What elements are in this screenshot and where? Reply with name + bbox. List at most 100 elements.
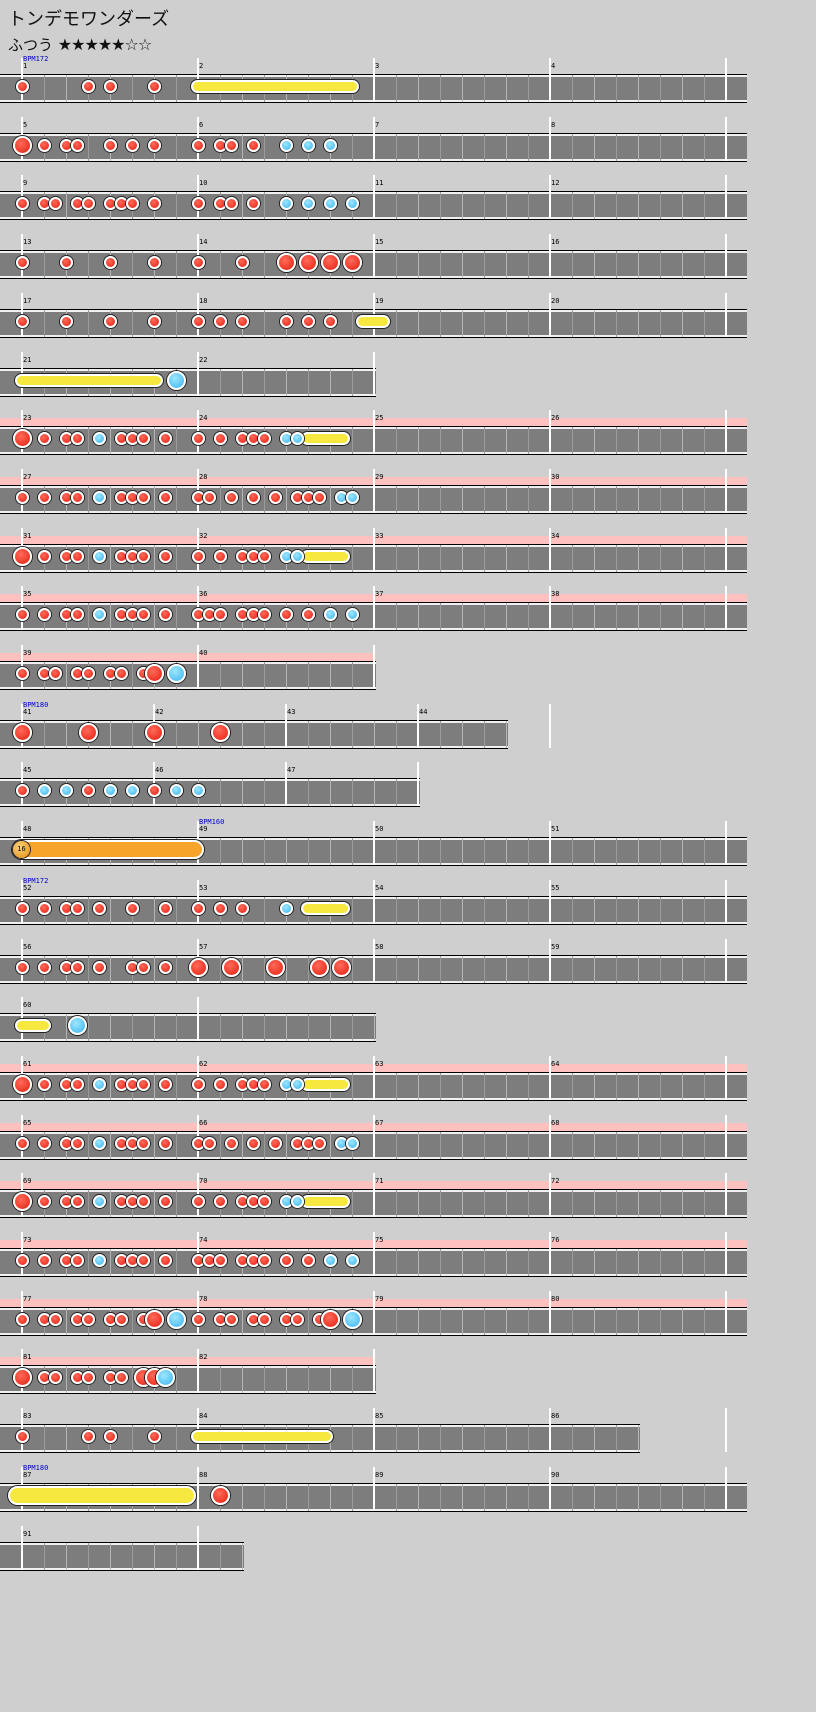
measure-number: 41	[23, 707, 32, 716]
beat-line	[484, 133, 485, 161]
beat-line	[88, 251, 89, 279]
beat-line	[396, 603, 397, 631]
beat-line	[418, 1190, 419, 1218]
beat-line	[682, 75, 683, 102]
beat-line	[440, 133, 441, 161]
beat-line	[682, 544, 683, 572]
don-note	[224, 490, 238, 504]
measure-number: 29	[375, 472, 384, 481]
measure-number: 14	[199, 238, 208, 247]
beat-line	[176, 1014, 177, 1042]
beat-line	[572, 427, 573, 455]
don-note	[213, 1077, 227, 1091]
drumroll-note	[191, 1430, 333, 1444]
beat-line	[66, 192, 67, 220]
beat-line	[88, 1014, 89, 1042]
beat-line	[264, 1483, 265, 1511]
beat-line	[176, 1190, 177, 1218]
ka-note	[301, 138, 315, 152]
score-row: 1 2 3 4 BPM172	[0, 55, 747, 116]
beat-line	[352, 544, 353, 572]
beat-line	[308, 1307, 309, 1335]
note-lane	[0, 720, 508, 748]
beat-line	[396, 485, 397, 513]
don-note	[92, 960, 106, 974]
beat-line	[264, 1014, 265, 1042]
beat-line	[616, 603, 617, 631]
beat-line	[132, 662, 133, 689]
beat-line	[396, 1483, 397, 1511]
beat-line	[220, 251, 221, 279]
beat-line	[704, 133, 705, 161]
bar-line	[725, 1408, 727, 1453]
beat-line	[660, 133, 661, 161]
don-note	[15, 256, 29, 270]
beat-line	[286, 1366, 287, 1394]
beat-line	[176, 955, 177, 983]
drumroll-note	[301, 549, 351, 563]
don-note	[59, 314, 73, 328]
beat-line	[66, 75, 67, 102]
beat-line	[418, 1072, 419, 1100]
beat-line	[616, 1072, 617, 1100]
don-note	[235, 256, 249, 270]
beat-line	[682, 603, 683, 631]
beat-line	[572, 192, 573, 220]
score-row: 23 24 25 26	[0, 410, 747, 468]
measure-number: 19	[375, 296, 384, 305]
don-note	[158, 432, 172, 446]
beat-line	[440, 427, 441, 455]
bar-line	[725, 116, 727, 161]
big-ka-note	[166, 370, 186, 390]
beat-line	[242, 192, 243, 220]
ka-note	[59, 784, 73, 798]
beat-line	[528, 603, 529, 631]
bar-line	[549, 821, 551, 866]
measure-number: 87	[23, 1470, 32, 1479]
don-note	[312, 1136, 326, 1150]
big-don-note	[12, 1368, 32, 1388]
don-note	[48, 197, 62, 211]
measure-number: 71	[375, 1177, 384, 1186]
beat-line	[352, 1014, 353, 1042]
beat-line	[638, 955, 639, 983]
beat-line	[462, 544, 463, 572]
beat-line	[330, 1131, 331, 1159]
measure-number: 24	[199, 414, 208, 423]
beat-line	[110, 485, 111, 513]
measure-number: 60	[23, 1001, 32, 1010]
beat-line	[638, 309, 639, 337]
beat-line	[638, 603, 639, 631]
beat-line	[572, 544, 573, 572]
beat-line	[418, 603, 419, 631]
don-note	[301, 608, 315, 622]
beat-line	[506, 1072, 507, 1100]
beat-line	[44, 75, 45, 102]
beat-line	[418, 1249, 419, 1276]
beat-line	[572, 309, 573, 337]
beat-line	[176, 896, 177, 924]
beat-line	[242, 485, 243, 513]
beat-line	[462, 1249, 463, 1276]
beat-line	[220, 955, 221, 983]
don-note	[246, 197, 260, 211]
beat-line	[396, 1249, 397, 1276]
beat-line	[66, 662, 67, 689]
beat-line	[176, 485, 177, 513]
don-note	[213, 1254, 227, 1267]
beat-line	[286, 485, 287, 513]
beat-line	[242, 955, 243, 983]
measure-number: 79	[375, 1294, 384, 1303]
don-note	[191, 1077, 205, 1091]
don-note	[224, 1136, 238, 1150]
beat-line	[352, 133, 353, 161]
measure-number: 9	[23, 179, 28, 188]
beat-line	[660, 485, 661, 513]
measure-number: 74	[199, 1236, 208, 1244]
beat-line	[66, 1014, 67, 1042]
beat-line	[132, 720, 133, 748]
beat-line	[594, 133, 595, 161]
don-note	[125, 901, 139, 915]
beat-line	[616, 1131, 617, 1159]
beat-line	[638, 75, 639, 102]
